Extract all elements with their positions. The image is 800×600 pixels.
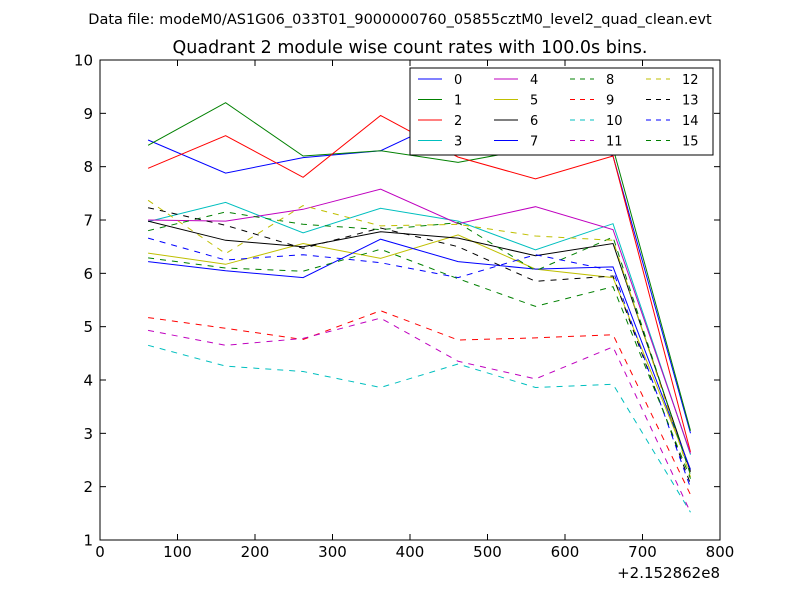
chart-suptitle: Data file: modeM0/AS1G06_033T01_90000007…: [88, 12, 712, 28]
series-line-7: [148, 238, 691, 470]
y-tick-label: 2: [83, 478, 93, 496]
y-tick-label: 4: [83, 372, 93, 390]
y-tick-label: 1: [83, 532, 93, 550]
x-tick-label: 300: [318, 543, 347, 561]
legend-label-7: 7: [530, 135, 538, 150]
x-tick-label: 500: [473, 543, 502, 561]
chart-title: Quadrant 2 module wise count rates with …: [173, 38, 648, 58]
legend-label-5: 5: [530, 94, 538, 109]
series-line-13: [147, 207, 691, 485]
series-layer: [147, 102, 691, 513]
legend-label-6: 6: [530, 114, 538, 129]
x-offset-label: +2.152862e8: [617, 564, 720, 582]
series-line-4: [148, 188, 691, 454]
x-tick-label: 600: [551, 543, 580, 561]
x-tick-label: 800: [706, 543, 735, 561]
series-line-5: [148, 234, 691, 470]
series-line-3: [147, 201, 691, 455]
legend-label-12: 12: [682, 73, 699, 88]
x-tick-label: 700: [628, 543, 657, 561]
series-line-10: [147, 344, 691, 513]
legend-label-8: 8: [606, 73, 614, 88]
series-line-15: [148, 248, 691, 479]
legend-label-11: 11: [606, 135, 623, 150]
y-tick-label: 7: [83, 212, 93, 230]
series-line-9: [148, 310, 691, 495]
legend-label-9: 9: [606, 94, 614, 109]
series-line-12: [147, 199, 691, 478]
y-tick-label: 9: [83, 105, 93, 123]
series-line-2: [147, 114, 691, 453]
y-tick-label: 5: [83, 318, 93, 336]
legend-label-13: 13: [682, 94, 699, 109]
x-tick-label: 200: [241, 543, 270, 561]
x-tick-label: 100: [163, 543, 192, 561]
legend-label-10: 10: [606, 114, 623, 129]
y-tick-label: 10: [74, 52, 93, 70]
y-tick-label: 8: [83, 158, 93, 176]
y-tick-label: 6: [83, 265, 93, 283]
series-line-11: [148, 317, 691, 513]
x-tick-label: 400: [396, 543, 425, 561]
series-line-0: [147, 113, 691, 434]
y-tick-label: 3: [83, 425, 93, 443]
series-line-6: [147, 220, 691, 472]
legend-label-3: 3: [454, 135, 462, 150]
legend-box: [409, 67, 714, 156]
legend-label-4: 4: [530, 73, 538, 88]
x-tick-label: 0: [95, 543, 105, 561]
legend-label-14: 14: [682, 114, 699, 129]
legend-label-15: 15: [682, 135, 699, 150]
legend-label-0: 0: [454, 73, 462, 88]
legend-label-2: 2: [454, 114, 462, 129]
series-line-14: [147, 237, 691, 488]
legend-label-1: 1: [454, 94, 462, 109]
